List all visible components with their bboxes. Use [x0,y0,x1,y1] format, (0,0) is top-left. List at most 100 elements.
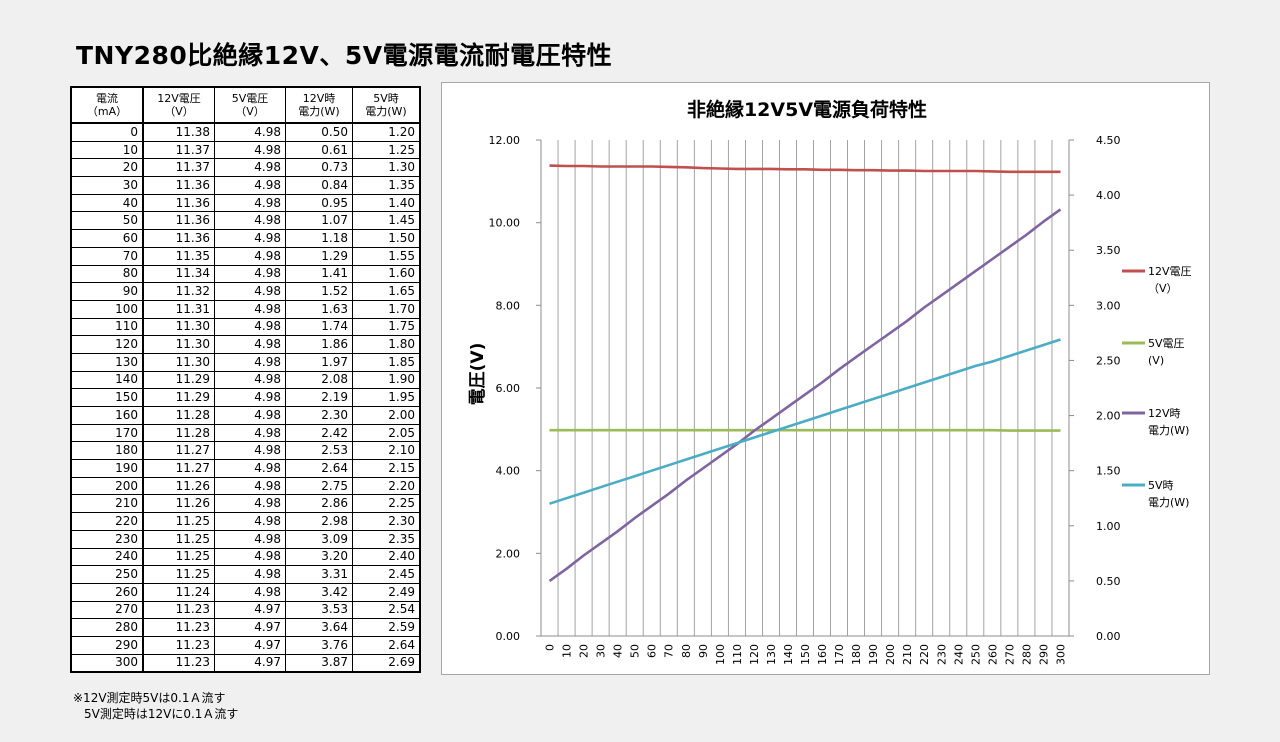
legend-label: 12V電圧 [1148,265,1192,278]
header-line: 12V時 [302,92,336,105]
table-cell: 4.97 [214,600,286,619]
x-tick-label: 60 [646,644,659,658]
table-cell: 100 [70,299,144,319]
table-row: 190 11.27 4.98 2.64 2.15 [70,459,421,478]
table-row: 230 11.25 4.98 3.09 2.35 [70,529,421,548]
table-cell: 4.98 [214,158,286,177]
table-cell: 1.95 [352,388,421,407]
y-tick-label: 12.00 [489,134,521,147]
table-row: 10 11.37 4.98 0.61 1.25 [70,140,421,159]
table-cell: 1.20 [352,122,421,142]
chart-title: 非絶縁12V5V電源負荷特性 [687,98,927,121]
table-cell: 1.74 [285,317,353,336]
header-line: （V） [164,105,194,118]
table-row: 220 11.25 4.98 2.98 2.30 [70,512,421,531]
x-tick-label: 300 [1054,644,1067,665]
table-row: 60 11.36 4.98 1.18 1.50 [70,229,421,248]
table-row: 50 11.36 4.98 1.07 1.45 [70,211,421,230]
table-cell: 40 [70,193,144,212]
table-cell: 1.80 [352,335,421,354]
y-tick-label: 4.00 [496,465,521,478]
table-row: 40 11.36 4.98 0.95 1.40 [70,193,421,212]
table-cell: 11.23 [142,600,215,619]
table-header-row: 電流 （mA） 12V電圧 （V） 5V電圧 （V） 12V時 電力(W) 5V時 電力(… [70,86,421,124]
x-tick-label: 40 [612,644,625,658]
table-cell: 150 [70,388,144,407]
table-row: 170 11.28 4.98 2.42 2.05 [70,423,421,442]
column-header-5v-voltage: 5V電圧 （V） [214,86,286,124]
header-line: 12V電圧 [157,92,201,105]
table-cell: 1.85 [352,352,421,372]
y-tick-label: 2.00 [496,547,521,560]
table-cell: 11.30 [142,335,215,354]
table-cell: 4.98 [214,582,286,602]
legend-label: 12V時 [1148,407,1181,420]
table-cell: 3.87 [285,653,353,673]
table-row: 200 11.26 4.98 2.75 2.20 [70,476,421,495]
table-cell: 4.97 [214,618,286,637]
table-cell: 230 [70,529,144,548]
table-cell: 11.36 [142,176,215,195]
table-cell: 1.97 [285,352,353,372]
table-cell: 1.25 [352,140,421,159]
table-cell: 1.86 [285,335,353,354]
table-cell: 1.75 [352,317,421,336]
table-cell: 4.97 [214,653,286,673]
table-row: 130 11.30 4.98 1.97 1.85 [70,352,421,372]
table-cell: 0.50 [285,122,353,142]
table-cell: 3.64 [285,618,353,637]
table-cell: 11.31 [142,299,215,319]
table-cell: 2.35 [352,529,421,548]
table-cell: 1.52 [285,282,353,301]
table-cell: 11.36 [142,229,215,248]
table-cell: 2.86 [285,494,353,513]
table-cell: 2.69 [352,653,421,673]
table-row: 300 11.23 4.97 3.87 2.69 [70,653,421,673]
table-cell: 11.29 [142,388,215,407]
table-row: 20 11.37 4.98 0.73 1.30 [70,158,421,177]
y2-tick-label: 3.00 [1096,299,1121,312]
table-cell: 2.98 [285,512,353,531]
table-cell: 2.00 [352,406,421,425]
y2-tick-label: 0.50 [1096,575,1121,588]
y-tick-label: 6.00 [496,382,521,395]
table-row: 0 11.38 4.98 0.50 1.20 [70,122,421,142]
table-cell: 60 [70,229,144,248]
table-cell: 4.98 [214,211,286,230]
header-line: 電力(W) [365,105,407,118]
chart-panel: 非絶縁12V5V電源負荷特性 0.00 2.00 4.00 6.00 8.00 10.00 1… [441,82,1210,675]
table-cell: 1.07 [285,211,353,230]
x-tick-label: 240 [952,644,965,665]
table-cell: 130 [70,352,144,372]
table-cell: 120 [70,335,144,354]
table-cell: 4.98 [214,229,286,248]
table-cell: 110 [70,317,144,336]
footnote: ※12V測定時5Vは0.1Ａ流す 5V測定時は12Vに0.1Ａ流す [73,690,238,722]
table-cell: 0 [70,122,144,142]
table-cell: 11.25 [142,547,215,566]
table-cell: 1.29 [285,246,353,265]
table-cell: 1.40 [352,193,421,212]
x-tick-label: 30 [595,644,608,658]
table-row: 110 11.30 4.98 1.74 1.75 [70,317,421,336]
table-cell: 1.65 [352,282,421,301]
x-tick-label: 70 [663,644,676,658]
x-tick-label: 160 [816,644,829,665]
table-cell: 11.36 [142,211,215,230]
y2-tick-label: 1.00 [1096,520,1121,533]
table-cell: 4.98 [214,565,286,584]
table-cell: 2.30 [352,512,421,531]
y-tick-label: 10.00 [489,217,521,230]
table-cell: 2.20 [352,476,421,495]
table-cell: 11.26 [142,476,215,495]
x-tick-label: 280 [1020,644,1033,665]
table-cell: 280 [70,618,144,637]
series-line [549,164,1061,174]
header-line: 電流 [96,92,118,105]
table-cell: 11.30 [142,317,215,336]
table-cell: 2.59 [352,618,421,637]
table-cell: 11.37 [142,158,215,177]
table-cell: 190 [70,459,144,478]
table-cell: 1.35 [352,176,421,195]
table-cell: 4.98 [214,441,286,460]
